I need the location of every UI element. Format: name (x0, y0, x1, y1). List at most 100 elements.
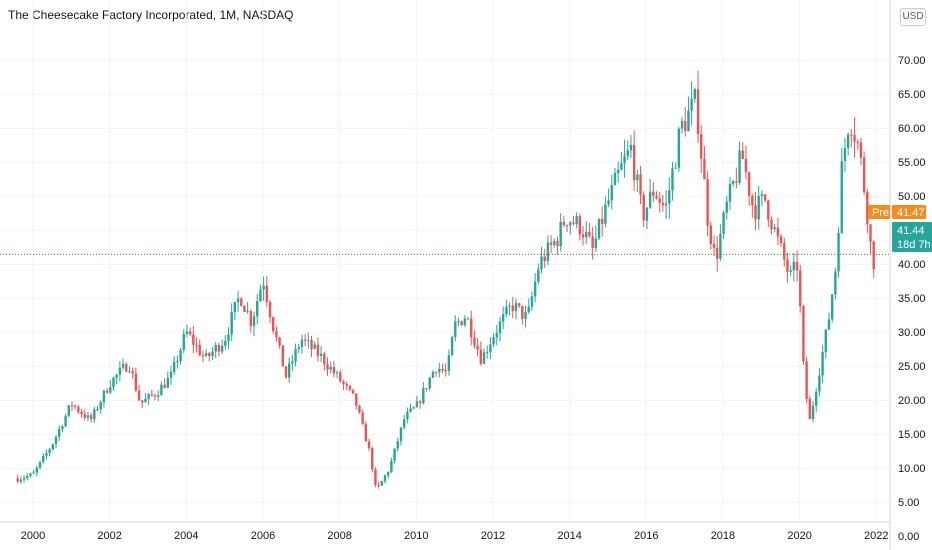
candle-body (869, 224, 872, 242)
candle-body (160, 384, 163, 396)
y-tick-label: 0.00 (898, 531, 919, 543)
candle-body (256, 301, 259, 317)
candle-body (335, 372, 339, 374)
y-tick-label: 30.00 (898, 327, 926, 339)
candle-body (402, 419, 406, 428)
candle-body (738, 150, 741, 183)
candle-body (45, 453, 48, 456)
pre-market-badge: Pre 41.47 (868, 205, 926, 219)
candle-body (303, 339, 307, 341)
candle-body (575, 216, 578, 224)
candle-body (399, 427, 403, 442)
candle-body (658, 198, 661, 203)
x-tick-label: 2014 (557, 530, 581, 542)
pre-tag-label: Pre (872, 207, 889, 219)
candle-body (339, 372, 342, 382)
candle-body (86, 415, 90, 418)
candle-body (840, 161, 843, 233)
candle-body (706, 179, 709, 226)
candle-body (22, 478, 26, 480)
chart-grid (0, 0, 890, 522)
candle-body (201, 355, 205, 357)
candle-body (96, 409, 99, 411)
candle-body (329, 367, 332, 370)
candle-body (623, 156, 626, 164)
x-tick-label: 2020 (787, 530, 811, 542)
candle-body (179, 350, 182, 362)
currency-button[interactable]: USD (900, 8, 926, 26)
candle-body (358, 405, 361, 413)
candle-body (434, 371, 438, 373)
candle-body (639, 174, 642, 195)
time-axis[interactable]: 2000 2002 2004 2006 2008 2010 2012 2014 2016 2018… (21, 530, 889, 542)
candle-body (16, 478, 19, 482)
candle-body (866, 191, 869, 225)
candle-body (217, 345, 221, 352)
candle-body (553, 240, 556, 245)
candle-body (585, 231, 588, 238)
candle-body (422, 388, 425, 404)
candle-body (278, 337, 281, 346)
y-tick-label: 5.00 (898, 497, 919, 509)
candle-body (517, 303, 521, 306)
y-tick-label: 15.00 (898, 429, 926, 441)
candle-body (163, 384, 166, 388)
candle-body (537, 269, 540, 282)
candle-body (700, 134, 703, 159)
candle-body (396, 441, 399, 449)
axis-borders (0, 0, 891, 550)
candle-body (297, 347, 300, 350)
candle-body (153, 395, 157, 397)
y-tick-label: 60.00 (898, 123, 926, 135)
candle-body (220, 345, 224, 352)
candle-body (549, 242, 553, 245)
y-tick-label: 20.00 (898, 395, 926, 407)
candle-body (846, 134, 850, 148)
candle-body (616, 169, 620, 173)
candle-body (393, 448, 396, 461)
candle-body (482, 352, 486, 364)
candle-body (144, 398, 147, 403)
candle-body (390, 460, 393, 473)
candle-body (524, 311, 527, 319)
x-tick-label: 2018 (711, 530, 735, 542)
candle-body (450, 337, 454, 356)
candle-body (626, 150, 629, 157)
candle-body (632, 144, 636, 181)
candle-body (757, 195, 760, 220)
candle-body (648, 191, 652, 208)
candle-body (268, 301, 272, 318)
candle-body (808, 398, 812, 420)
candle-body (853, 134, 856, 142)
candle-body (141, 400, 144, 403)
chart-title: The Cheesecake Factory Incorporated, 1M,… (8, 8, 294, 22)
candle-body (214, 345, 217, 352)
candle-body (371, 448, 374, 470)
y-tick-label: 25.00 (898, 361, 926, 373)
candle-body (150, 394, 154, 396)
candle-body (188, 331, 192, 335)
candle-body (115, 374, 118, 378)
candle-body (61, 426, 64, 429)
candle-body (470, 318, 473, 338)
candle-body (262, 285, 265, 290)
candle-body (540, 256, 543, 270)
candle-body (565, 225, 569, 227)
candle-body (425, 388, 428, 390)
candle-body (105, 390, 109, 393)
candle-body (581, 234, 585, 238)
candle-body (642, 194, 645, 221)
candle-body (751, 195, 754, 206)
candle-body (57, 428, 61, 437)
candle-body (224, 340, 227, 346)
x-tick-label: 2010 (404, 530, 428, 542)
candle-body (728, 183, 732, 202)
candle-body (559, 221, 562, 247)
candle-body (508, 305, 511, 307)
candle-body (198, 344, 201, 356)
candle-body (307, 339, 310, 341)
candle-body (287, 363, 291, 378)
candle-body (208, 353, 211, 357)
price-axis[interactable]: 0.00 5.00 10.00 15.00 20.00 25.00 30.00 35.00 40… (898, 55, 926, 543)
